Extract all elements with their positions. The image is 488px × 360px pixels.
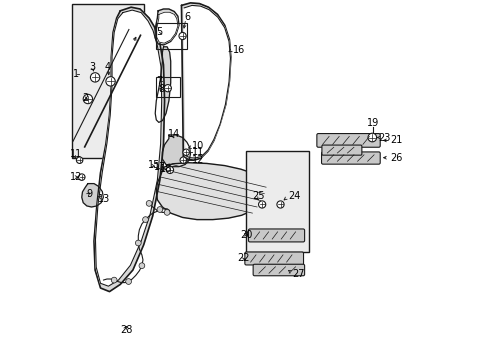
Bar (246, 151, 309, 252)
Bar (156, 77, 179, 97)
FancyBboxPatch shape (321, 145, 361, 155)
Polygon shape (81, 184, 103, 207)
FancyBboxPatch shape (253, 264, 304, 276)
FancyBboxPatch shape (248, 229, 304, 242)
Circle shape (164, 85, 171, 92)
Polygon shape (181, 3, 230, 160)
Text: 26: 26 (389, 153, 402, 163)
Text: 10: 10 (192, 141, 204, 151)
Text: 9: 9 (87, 189, 93, 199)
Circle shape (76, 157, 82, 163)
Text: 25: 25 (252, 191, 264, 201)
Polygon shape (156, 163, 265, 220)
FancyBboxPatch shape (244, 252, 303, 265)
Circle shape (183, 149, 189, 156)
Circle shape (139, 263, 144, 269)
Text: 14: 14 (168, 129, 180, 139)
Text: 13: 13 (98, 194, 110, 204)
Text: 12: 12 (69, 172, 82, 182)
Text: 2: 2 (81, 93, 88, 103)
Polygon shape (95, 10, 162, 286)
Polygon shape (156, 12, 178, 43)
Text: 28: 28 (120, 325, 132, 336)
Circle shape (146, 201, 152, 206)
Polygon shape (155, 47, 170, 122)
Circle shape (258, 201, 265, 208)
Circle shape (135, 240, 141, 246)
Text: 19: 19 (366, 118, 379, 128)
Bar (156, 23, 186, 49)
Text: 11: 11 (192, 147, 204, 157)
Circle shape (276, 201, 284, 208)
Circle shape (90, 73, 100, 82)
Text: 7: 7 (156, 76, 163, 86)
Text: 22: 22 (237, 253, 249, 264)
Text: 23: 23 (378, 132, 390, 143)
Circle shape (367, 133, 376, 142)
Text: 15: 15 (148, 160, 160, 170)
Text: 12: 12 (192, 155, 204, 165)
Circle shape (166, 166, 173, 174)
Circle shape (83, 94, 92, 104)
Text: 20: 20 (240, 230, 252, 240)
Text: 27: 27 (291, 269, 304, 279)
Polygon shape (183, 5, 230, 158)
Circle shape (106, 77, 115, 86)
Polygon shape (94, 7, 164, 292)
Polygon shape (155, 9, 179, 45)
Circle shape (111, 277, 117, 283)
Text: 5: 5 (156, 27, 163, 37)
FancyBboxPatch shape (321, 152, 380, 164)
Circle shape (142, 217, 148, 222)
Text: 1: 1 (73, 69, 79, 79)
Bar (72, 4, 143, 158)
Circle shape (164, 210, 170, 215)
Text: 16: 16 (232, 45, 244, 55)
Text: 6: 6 (183, 12, 190, 22)
Text: 17: 17 (153, 162, 166, 172)
Circle shape (157, 207, 163, 212)
Text: 18: 18 (160, 164, 172, 174)
Text: 21: 21 (389, 135, 402, 145)
Text: 4: 4 (104, 62, 111, 72)
Circle shape (79, 174, 85, 180)
Text: 3: 3 (89, 62, 96, 72)
Circle shape (179, 32, 186, 40)
Polygon shape (162, 135, 190, 167)
Text: 24: 24 (288, 191, 300, 201)
Text: 11: 11 (69, 149, 81, 159)
Circle shape (125, 279, 131, 284)
FancyBboxPatch shape (316, 134, 380, 147)
Text: 8: 8 (159, 84, 164, 94)
Circle shape (180, 157, 186, 163)
